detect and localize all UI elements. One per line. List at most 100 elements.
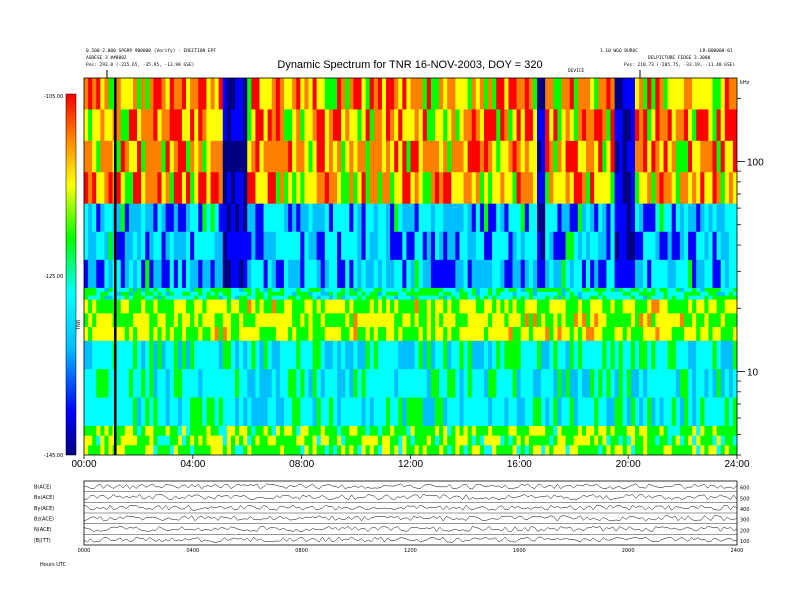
spectrogram-cell: [545, 299, 550, 314]
spectrogram-cell: [696, 203, 701, 233]
spectrogram-cell: [161, 313, 166, 328]
spectrogram-cell: [504, 435, 509, 446]
spectrogram-cell: [247, 259, 252, 289]
spectrogram-cell: [255, 259, 260, 289]
spectrogram-cell: [349, 140, 354, 173]
spectrogram-cell: [647, 291, 652, 296]
spectrogram-cell: [594, 435, 599, 446]
spectrogram-cell: [659, 397, 664, 427]
spectrogram-cell: [492, 231, 497, 261]
spectrogram-cell: [308, 445, 313, 455]
spectrogram-cell: [288, 397, 293, 427]
spectrogram-cell: [426, 203, 432, 233]
spectrogram-cell: [373, 313, 379, 328]
spectrogram-cell: [463, 172, 468, 204]
spectrogram-cell: [377, 425, 383, 436]
spectrogram-cell: [479, 109, 485, 142]
spectrogram-cell: [585, 172, 591, 204]
spectrogram-cell: [128, 287, 134, 293]
spectrogram-cell: [390, 295, 395, 300]
spectrogram-cell: [728, 397, 734, 427]
spectrogram-cell: [149, 295, 154, 300]
spectrogram-cell: [700, 445, 705, 455]
spectrogram-cell: [500, 299, 505, 314]
spectrogram-cell: [406, 203, 411, 233]
strip-x-tick-label: 2000: [622, 548, 635, 554]
spectrogram-cell: [410, 78, 415, 110]
spectrogram-cell: [239, 313, 244, 328]
spectrogram-cell: [455, 435, 460, 446]
spectrogram-cell: [492, 140, 497, 173]
spectrogram-cell: [643, 425, 648, 436]
spectrogram-cell: [528, 397, 534, 427]
spectrogram-cell: [708, 327, 713, 342]
spectrogram-cell: [141, 78, 146, 110]
spectrogram-cell: [312, 231, 317, 261]
ace-strip-panels: B(ACE)Bx(ACE)By(ACE)Bz(ACE)N(ACE)|B|(TT)…: [34, 480, 750, 554]
spectrogram-cell: [235, 327, 240, 342]
spectrogram-cell: [528, 78, 534, 110]
spectrogram-cell: [545, 259, 550, 289]
spectrogram-cell: [414, 369, 419, 398]
spectrogram-cell: [614, 78, 619, 110]
spectrogram-cell: [565, 299, 570, 314]
spectrogram-cell: [104, 287, 109, 293]
spectrogram-cell: [353, 231, 358, 261]
spectrogram-cell: [332, 291, 338, 296]
spectrogram-cell: [283, 425, 289, 436]
spectrogram-cell: [524, 259, 530, 289]
spectrogram-cell: [394, 299, 399, 314]
spectrogram-cell: [361, 435, 366, 446]
spectrogram-cell: [230, 291, 236, 296]
spectrogram-cell: [581, 369, 587, 398]
spectrogram-cell: [500, 78, 505, 110]
spectrogram-cell: [414, 397, 419, 427]
spectrogram-cell: [181, 109, 187, 142]
spectrogram-cell: [251, 172, 256, 204]
spectrogram-cell: [296, 231, 301, 261]
spectrogram-cell: [353, 313, 358, 328]
spectrogram-cell: [483, 327, 489, 342]
spectrogram-cell: [292, 327, 297, 342]
spectrogram-cell: [149, 435, 154, 446]
spectrogram-cell: [100, 140, 105, 173]
spectrogram-cell: [230, 231, 236, 261]
spectrogram-cell: [328, 78, 334, 110]
spectrogram-cell: [585, 313, 591, 328]
spectrogram-cell: [308, 78, 313, 110]
spectrogram-cell: [84, 445, 89, 455]
spectrogram-cell: [251, 299, 256, 314]
spectrogram-cell: [210, 369, 215, 398]
spectrogram-cell: [161, 140, 166, 173]
spectrogram-cell: [443, 299, 448, 314]
spectrogram-cell: [426, 435, 432, 446]
spectrogram-cell: [651, 172, 656, 204]
spectrogram-cell: [598, 140, 603, 173]
spectrogram-cell: [524, 340, 530, 370]
spectrogram-cell: [581, 287, 587, 293]
spectrogram-cell: [235, 172, 240, 204]
spectrogram-cell: [402, 397, 407, 427]
spectrogram-cell: [663, 231, 668, 261]
spectrogram-cell: [84, 295, 89, 300]
spectrogram-cell: [581, 203, 587, 233]
spectrogram-cell: [585, 140, 591, 173]
spectrogram-cell: [186, 231, 191, 261]
spectrogram-cell: [398, 172, 403, 204]
spectrogram-cell: [451, 369, 456, 398]
spectrogram-cell: [259, 299, 264, 314]
spectrogram-cell: [239, 340, 244, 370]
spectrogram-cell: [549, 369, 554, 398]
spectrogram-cell: [177, 299, 183, 314]
spectrogram-cell: [463, 291, 468, 296]
spectrogram-cell: [92, 369, 97, 398]
spectrogram-cell: [337, 287, 342, 293]
spectrogram-cell: [267, 299, 273, 314]
spectrogram-cell: [475, 172, 481, 204]
spectrogram-cell: [283, 313, 289, 328]
spectrogram-cell: [320, 445, 326, 455]
spectrogram-cell: [577, 327, 583, 342]
spectrogram-cell: [430, 172, 436, 204]
spectrogram-cell: [728, 109, 734, 142]
spectrogram-cell: [467, 397, 473, 427]
